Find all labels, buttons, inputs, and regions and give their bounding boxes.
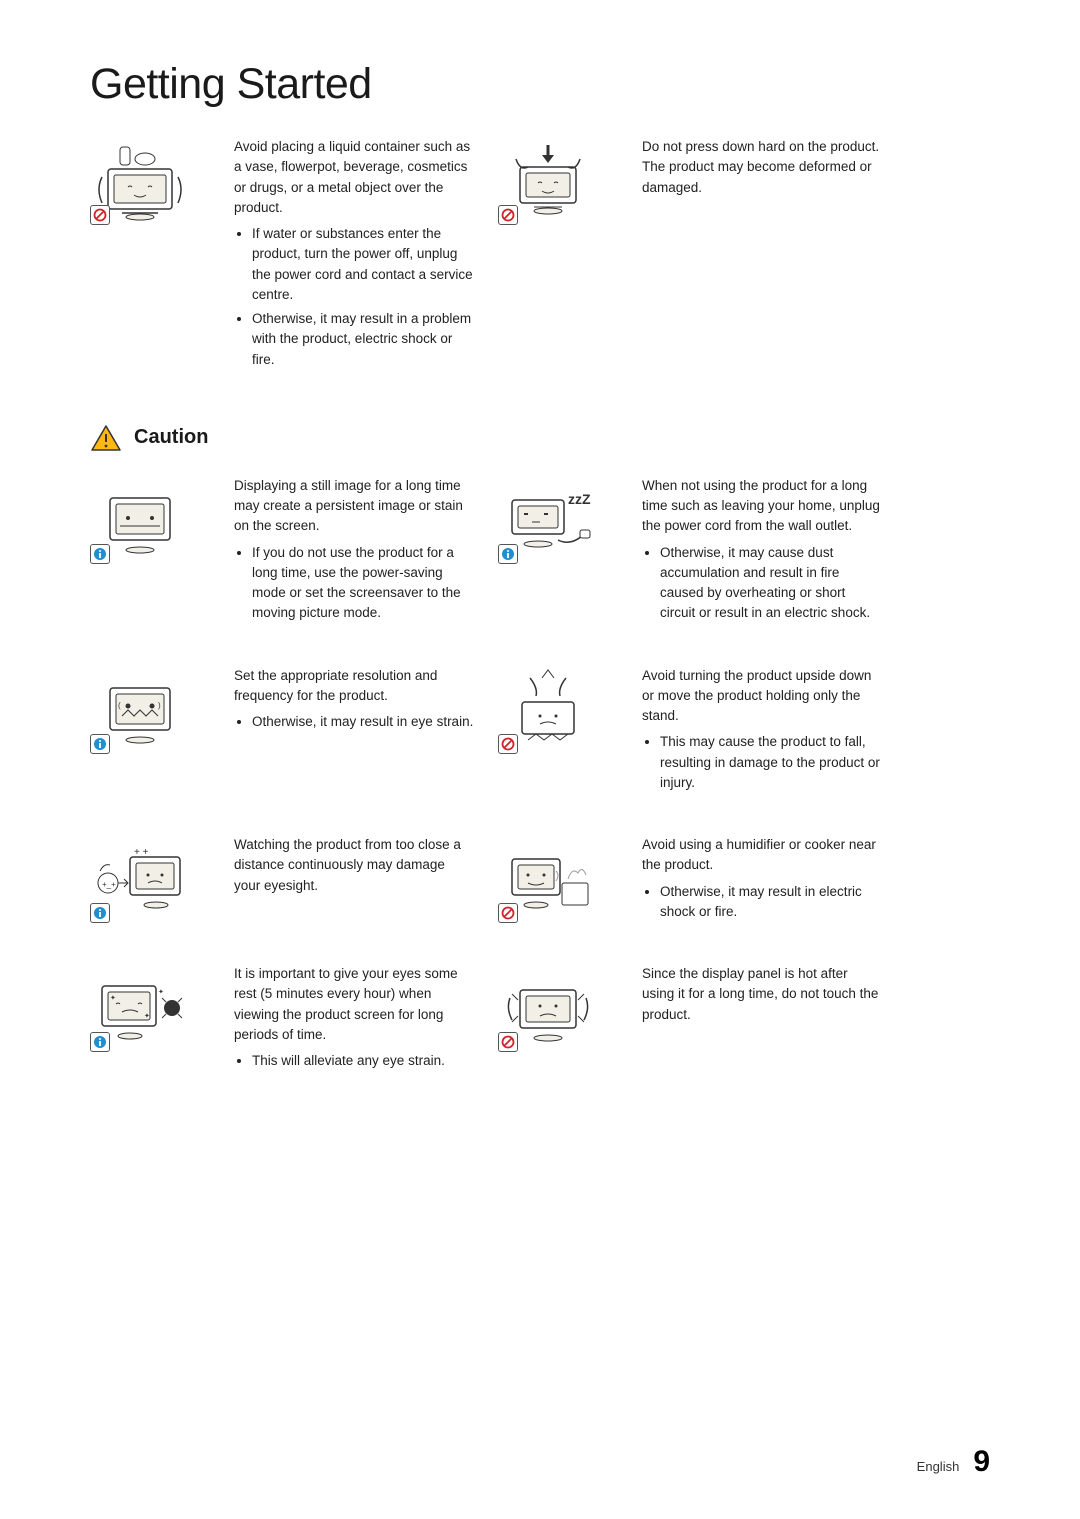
svg-text:+_+: +_+ — [102, 880, 116, 889]
text: It is important to give your eyes some r… — [234, 966, 458, 1042]
text: When not using the product for a long ti… — [642, 478, 880, 534]
desc-hot-panel: Since the display panel is hot after usi… — [642, 964, 882, 1025]
bullet: Otherwise, it may result in a problem wi… — [252, 309, 474, 370]
bullet: Otherwise, it may result in eye strain. — [252, 712, 474, 732]
bullet: Otherwise, it may cause dust accumulatio… — [660, 543, 882, 624]
thumb-still-image — [90, 476, 190, 564]
thumb-hot-panel — [498, 964, 598, 1052]
footer-page-number: 9 — [973, 1445, 990, 1479]
text: Displaying a still image for a long time… — [234, 478, 463, 534]
info-icon — [90, 734, 110, 754]
prohibit-icon — [498, 734, 518, 754]
desc-close-distance: Watching the product from too close a di… — [234, 835, 474, 896]
prohibit-icon — [498, 903, 518, 923]
prohibit-icon — [90, 205, 110, 225]
text: Set the appropriate resolution and frequ… — [234, 668, 437, 703]
svg-text:zzZ: zzZ — [568, 491, 591, 507]
footer-lang: English — [917, 1459, 960, 1474]
thumb-humidifier — [498, 835, 598, 923]
info-icon — [90, 903, 110, 923]
bullet: If you do not use the product for a long… — [252, 543, 474, 624]
warning-icon — [90, 424, 122, 452]
text: Since the display panel is hot after usi… — [642, 966, 878, 1022]
text: Avoid turning the product upside down or… — [642, 668, 871, 724]
desc-still-image: Displaying a still image for a long time… — [234, 476, 474, 628]
desc-liquid: Avoid placing a liquid container such as… — [234, 137, 474, 374]
svg-text:✦: ✦ — [158, 988, 164, 996]
thumb-upside-down — [498, 666, 598, 754]
svg-text:+ +: + + — [134, 847, 149, 858]
caution-header: Caution — [90, 424, 990, 452]
desc-eye-rest: It is important to give your eyes some r… — [234, 964, 474, 1075]
text: Avoid using a humidifier or cooker near … — [642, 837, 876, 872]
desc-resolution: Set the appropriate resolution and frequ… — [234, 666, 474, 737]
thumb-resolution: () — [90, 666, 190, 754]
thumb-unplug: zzZ — [498, 476, 598, 564]
text: Do not press down hard on the product. T… — [642, 139, 879, 195]
text: Avoid placing a liquid container such as… — [234, 139, 470, 215]
thumb-close-distance: +_+ + + — [90, 835, 190, 923]
caution-label: Caution — [134, 426, 208, 449]
bullet: This may cause the product to fall, resu… — [660, 732, 882, 793]
prohibit-icon — [498, 205, 518, 225]
top-grid: Avoid placing a liquid container such as… — [90, 137, 990, 374]
bullet: Otherwise, it may result in electric sho… — [660, 882, 882, 923]
svg-text:): ) — [158, 701, 161, 710]
info-icon — [90, 544, 110, 564]
svg-text:✦: ✦ — [110, 994, 116, 1002]
svg-text:(: ( — [118, 701, 121, 710]
desc-humidifier: Avoid using a humidifier or cooker near … — [642, 835, 882, 926]
desc-upside-down: Avoid turning the product upside down or… — [642, 666, 882, 798]
page-footer: English 9 — [917, 1445, 990, 1479]
svg-text:✦: ✦ — [144, 1012, 150, 1020]
page-title: Getting Started — [90, 60, 990, 109]
prohibit-icon — [498, 1032, 518, 1052]
bullet: This will alleviate any eye strain. — [252, 1051, 474, 1071]
thumb-liquid — [90, 137, 190, 225]
caution-grid: Displaying a still image for a long time… — [90, 476, 990, 1076]
info-icon — [90, 1032, 110, 1052]
bullet: If water or substances enter the product… — [252, 224, 474, 305]
desc-press: Do not press down hard on the product. T… — [642, 137, 882, 198]
text: Watching the product from too close a di… — [234, 837, 461, 893]
thumb-press — [498, 137, 598, 225]
desc-unplug: When not using the product for a long ti… — [642, 476, 882, 628]
thumb-eye-rest: ✦ ✦ ✦ — [90, 964, 190, 1052]
info-icon — [498, 544, 518, 564]
